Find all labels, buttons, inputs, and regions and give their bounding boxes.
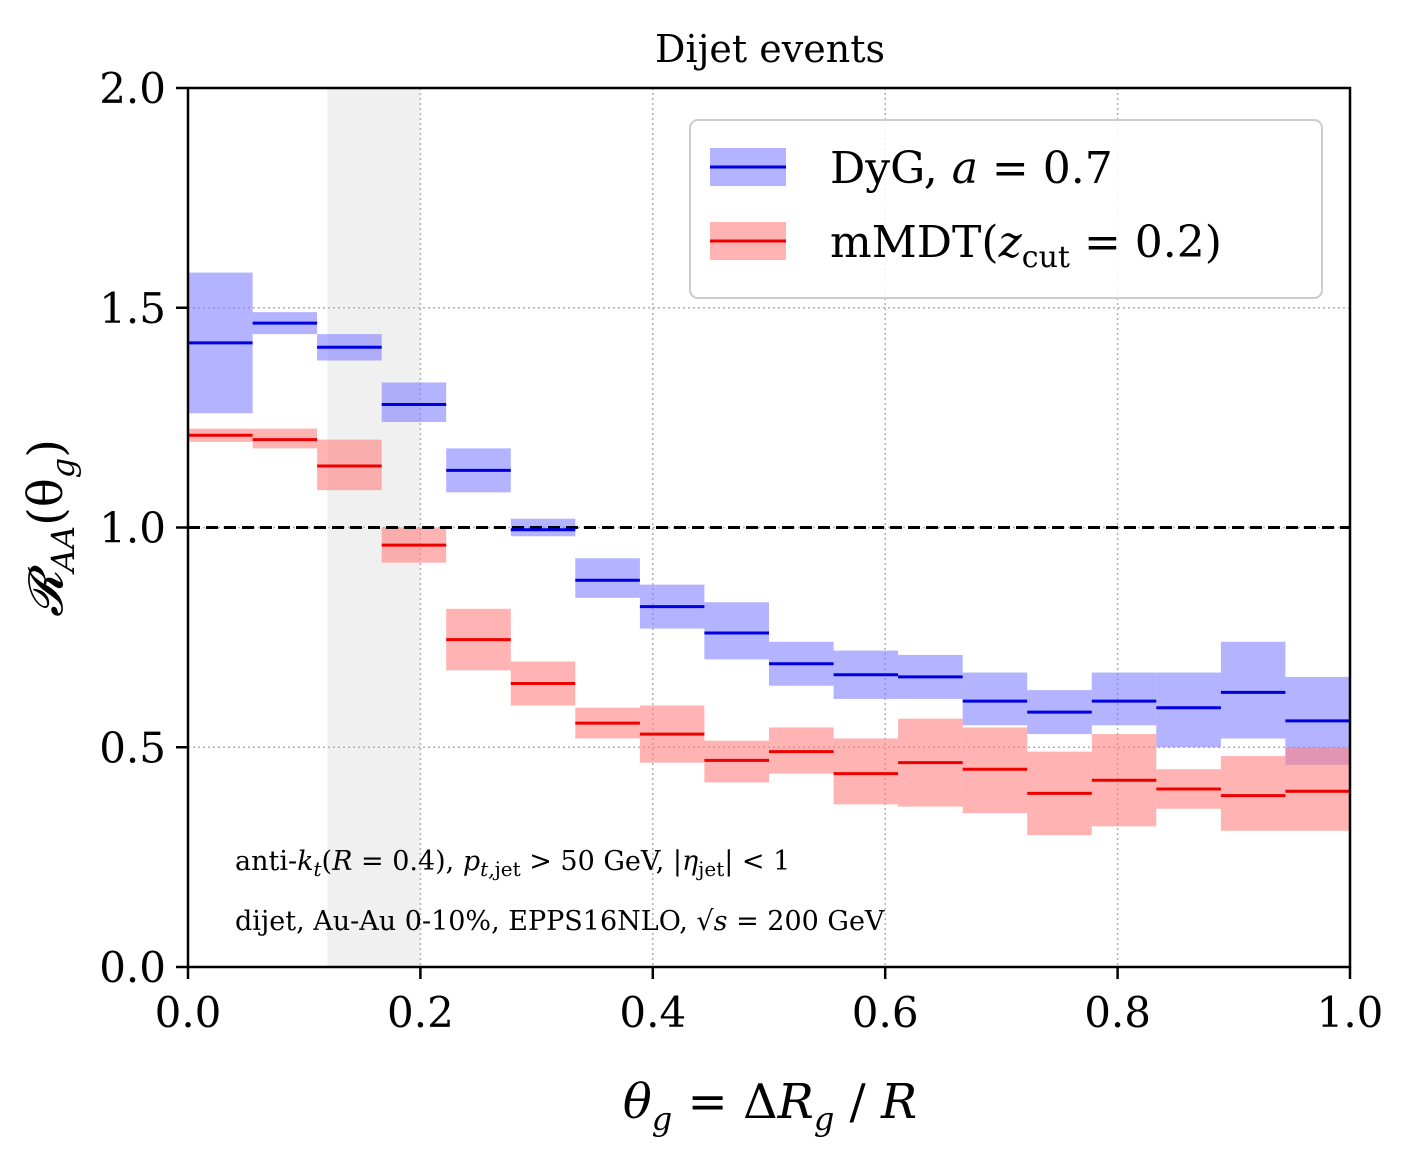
band-dyg-bin <box>1156 672 1221 748</box>
legend-label-dyg: DyG, a = 0.7 <box>830 143 1113 194</box>
x-tick-label: 0.0 <box>155 988 222 1037</box>
band-dyg-bin <box>704 602 769 660</box>
central-lines <box>188 321 1350 798</box>
svg-text:𝓡AA(θg): 𝓡AA(θg) <box>18 439 82 617</box>
y-tick-label: 1.0 <box>99 504 166 553</box>
band-dyg-bin <box>575 558 640 598</box>
band-dyg-bin <box>962 672 1028 726</box>
chart-title: Dijet events <box>655 27 885 71</box>
y-tick-label: 0.5 <box>99 723 166 772</box>
band-dyg-bin <box>381 382 447 423</box>
legend-box <box>689 119 1323 299</box>
x-tick-label: 0.8 <box>1084 988 1151 1037</box>
y-axis-title: 𝓡AA(θg) <box>18 439 82 617</box>
band-mmdt-bin <box>1285 747 1350 831</box>
y-tick-label: 2.0 <box>99 64 166 113</box>
annotation-collision: dijet, Au-Au 0-10%, EPPS16NLO, √s = 200 … <box>235 906 885 937</box>
legend-label-mmdt: mMDT(zcut = 0.2) <box>830 217 1222 275</box>
x-tick-label: 0.4 <box>619 988 686 1037</box>
band-mmdt-bin <box>833 738 899 805</box>
x-tick-label: 0.2 <box>387 988 454 1037</box>
band-dyg-bin <box>510 518 576 537</box>
band-dyg-bin <box>1220 641 1286 739</box>
y-tick-label: 0.0 <box>99 943 166 992</box>
annotation-jet-cuts: anti-kt(R = 0.4), pt,jet > 50 GeV, |ηjet… <box>235 846 790 881</box>
x-tick-label: 1.0 <box>1317 988 1384 1037</box>
y-tick-label: 1.5 <box>99 284 166 333</box>
x-tick-label: 0.6 <box>852 988 919 1037</box>
legend: DyG, a = 0.7 mMDT(zcut = 0.2) <box>689 119 1323 299</box>
axis-ticks: 0.0 0.2 0.4 0.6 0.8 1.0 0.0 0.5 1.0 1.5 2.0 <box>99 64 1383 1037</box>
band-mmdt-bin <box>1220 756 1286 831</box>
x-axis-title: θg = ΔRg / R <box>623 1074 917 1138</box>
band-dyg-bin <box>1091 672 1157 726</box>
